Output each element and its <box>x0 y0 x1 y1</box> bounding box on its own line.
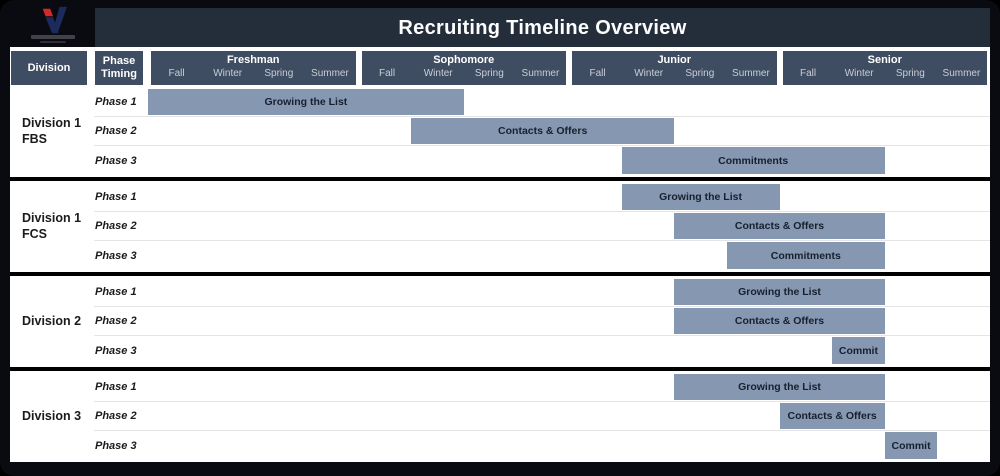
gantt-bar: Commitments <box>726 242 885 269</box>
year-header-senior: Senior Fall Winter Spring Summer <box>782 51 987 85</box>
table-row: Phase 2 Contacts & Offers <box>94 117 990 146</box>
company-logo <box>22 6 84 46</box>
phase-label: Phase 2 <box>95 125 137 137</box>
phase-timing-column-header: Phase Timing <box>95 51 143 85</box>
gantt-bar: Commit <box>832 337 885 364</box>
phase-label: Phase 1 <box>95 96 137 108</box>
table-row: Phase 2 Contacts & Offers <box>94 307 990 336</box>
division-label: Division 1 FBS <box>22 115 82 146</box>
gantt-bar: Growing the List <box>621 184 780 210</box>
timeline-table: Division Phase Timing Freshman Fall Wint… <box>10 47 990 462</box>
table-row: Phase 1 Growing the List <box>94 373 990 402</box>
section-divider <box>10 367 990 371</box>
section-division-3: Division 3 Phase 1 Growing the List Phas… <box>10 373 990 460</box>
gantt-bar: Contacts & Offers <box>674 308 885 334</box>
season-labels: Fall Winter Spring Summer <box>589 67 770 79</box>
gantt-bar: Growing the List <box>674 374 885 400</box>
table-header: Division Phase Timing Freshman Fall Wint… <box>10 50 990 86</box>
logo-subline <box>40 41 66 43</box>
v-logo-icon <box>42 6 67 34</box>
gantt-bar: Contacts & Offers <box>674 213 885 239</box>
table-row: Phase 1 Growing the List <box>94 278 990 307</box>
phase-rows: Phase 1 Growing the List Phase 2 Contact… <box>94 88 990 175</box>
year-header-sophomore: Sophomore Fall Winter Spring Summer <box>361 51 566 85</box>
logo-wordmark <box>31 35 75 39</box>
section-division-1-fcs: Division 1 FCS Phase 1 Growing the List … <box>10 183 990 270</box>
section-division-2: Division 2 Phase 1 Growing the List Phas… <box>10 278 990 365</box>
table-row: Phase 3 Commitments <box>94 241 990 270</box>
year-header-freshman: Freshman Fall Winter Spring Summer <box>151 51 356 85</box>
year-header-junior: Junior Fall Winter Spring Summer <box>572 51 777 85</box>
table-row: Phase 3 Commitments <box>94 146 990 175</box>
gantt-bar: Contacts & Offers <box>411 118 675 144</box>
phase-label: Phase 1 <box>95 286 137 298</box>
section-divider <box>10 272 990 276</box>
gantt-bar: Commit <box>884 432 938 459</box>
table-row: Phase 3 Commit <box>94 336 990 365</box>
division-label: Division 3 <box>22 408 82 423</box>
phase-label: Phase 1 <box>95 381 137 393</box>
table-row: Phase 1 Growing the List <box>94 183 990 212</box>
phase-label: Phase 3 <box>95 344 137 357</box>
phase-rows: Phase 1 Growing the List Phase 2 Contact… <box>94 278 990 365</box>
division-label: Division 2 <box>22 313 82 328</box>
phase-label: Phase 3 <box>95 249 137 262</box>
table-row: Phase 2 Contacts & Offers <box>94 212 990 241</box>
gantt-bar: Growing the List <box>674 279 885 305</box>
table-row: Phase 3 Commit <box>94 431 990 460</box>
phase-rows: Phase 1 Growing the List Phase 2 Contact… <box>94 373 990 460</box>
page-title: Recruiting Timeline Overview <box>398 16 687 39</box>
season-labels: Fall Winter Spring Summer <box>379 67 560 79</box>
table-row: Phase 1 Growing the List <box>94 88 990 117</box>
gantt-bar: Commitments <box>621 147 885 174</box>
section-division-1-fbs: Division 1 FBS Phase 1 Growing the List … <box>10 88 990 175</box>
section-divider <box>10 177 990 181</box>
phase-label: Phase 3 <box>95 439 137 452</box>
phase-label: Phase 2 <box>95 220 137 232</box>
season-labels: Fall Winter Spring Summer <box>800 67 981 79</box>
phase-label: Phase 2 <box>95 410 137 422</box>
phase-label: Phase 1 <box>95 191 137 203</box>
phase-label: Phase 2 <box>95 315 137 327</box>
division-column-header: Division <box>11 51 87 85</box>
division-label: Division 1 FCS <box>22 210 82 241</box>
gantt-bar: Growing the List <box>148 89 464 115</box>
season-labels: Fall Winter Spring Summer <box>168 67 349 79</box>
table-row: Phase 2 Contacts & Offers <box>94 402 990 431</box>
gantt-bar: Contacts & Offers <box>779 403 885 429</box>
title-bar: Recruiting Timeline Overview <box>95 8 990 48</box>
phase-rows: Phase 1 Growing the List Phase 2 Contact… <box>94 183 990 270</box>
phase-label: Phase 3 <box>95 154 137 167</box>
